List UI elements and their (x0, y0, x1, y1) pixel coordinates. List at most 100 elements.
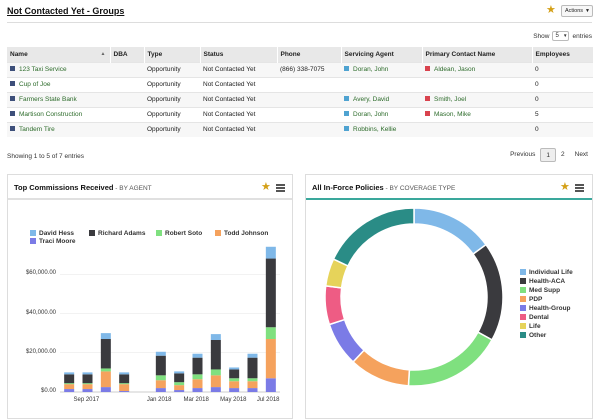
donut-slice[interactable] (328, 318, 366, 363)
bar-segment[interactable] (229, 381, 240, 389)
table-row[interactable]: 123 Taxi Service Opportunity Not Contacted… (7, 61, 593, 77)
legend-entry[interactable]: Health-Group (520, 305, 571, 312)
column-header-phone[interactable]: Phone (277, 47, 342, 62)
donut-slice[interactable] (352, 349, 411, 387)
page-button-2[interactable]: 2 (561, 151, 565, 158)
bar-segment[interactable] (174, 390, 185, 392)
legend-entry[interactable]: Dental (520, 314, 549, 321)
column-header-dba[interactable]: DBA (110, 47, 145, 62)
bar-segment[interactable] (265, 378, 276, 392)
bar-segment[interactable] (155, 355, 166, 376)
bar-segment[interactable] (247, 388, 258, 392)
name-link[interactable]: Martison Construction (19, 111, 83, 118)
table-row[interactable]: Martison Construction Opportunity Not Cont… (7, 106, 593, 122)
bar-segment[interactable] (82, 384, 93, 390)
bar-segment[interactable] (265, 258, 276, 328)
bar-segment[interactable] (192, 388, 203, 392)
bar-segment[interactable] (247, 357, 258, 379)
contact-link[interactable]: Aldean, Jason (434, 66, 476, 73)
page-length-select[interactable]: 5 ▼ (552, 31, 570, 41)
hamburger-menu-icon[interactable] (276, 184, 285, 192)
bar-segment[interactable] (82, 383, 93, 385)
bar-segment[interactable] (155, 380, 166, 389)
bar-segment[interactable] (210, 369, 221, 376)
column-header-name[interactable]: Name ▲ (7, 47, 111, 62)
bar-segment[interactable] (82, 374, 93, 384)
bar-segment[interactable] (229, 388, 240, 392)
legend-entry[interactable]: Individual Life (520, 269, 573, 276)
column-header-servicing-agent[interactable]: Servicing Agent (341, 47, 423, 62)
legend-entry[interactable]: Health-ACA (520, 278, 565, 285)
previous-page-button[interactable]: Previous (510, 151, 536, 158)
favorite-star-icon[interactable]: ★ (560, 181, 570, 193)
column-header-status[interactable]: Status (200, 47, 278, 62)
next-page-button[interactable]: Next (574, 151, 588, 158)
bar-segment[interactable] (82, 389, 93, 392)
contact-link[interactable]: Mason, Mike (434, 111, 471, 118)
bar-segment[interactable] (229, 369, 240, 379)
favorite-star-icon[interactable]: ★ (546, 4, 556, 16)
bar-segment[interactable] (174, 373, 185, 383)
donut-slice[interactable] (407, 331, 494, 387)
column-header-employees[interactable]: Employees (532, 47, 594, 62)
donut-slice[interactable] (472, 243, 504, 341)
agent-link[interactable]: Avery, David (353, 96, 390, 103)
bar-segment[interactable] (119, 372, 130, 375)
bar-segment[interactable] (192, 357, 203, 375)
bar-segment[interactable] (100, 339, 111, 369)
legend-entry[interactable]: Todd Johnson (215, 230, 268, 237)
legend-entry[interactable]: Richard Adams (89, 230, 145, 237)
bar-segment[interactable] (192, 379, 203, 389)
bar-segment[interactable] (265, 327, 276, 340)
name-link[interactable]: Cup of Joe (19, 81, 51, 88)
name-link[interactable]: Tandem Tire (19, 126, 55, 134)
bar-segment[interactable] (64, 383, 75, 385)
bar-segment[interactable] (247, 381, 258, 389)
bar-segment[interactable] (119, 383, 130, 385)
bar-segment[interactable] (155, 388, 166, 392)
bar-segment[interactable] (64, 372, 75, 375)
legend-entry[interactable]: David Hess (30, 230, 74, 237)
bar-segment[interactable] (155, 351, 166, 356)
bar-segment[interactable] (64, 389, 75, 392)
legend-entry[interactable]: Other (520, 332, 546, 339)
bar-segment[interactable] (64, 384, 75, 390)
bar-segment[interactable] (119, 384, 130, 392)
name-link[interactable]: Farmers State Bank (19, 96, 77, 103)
legend-entry[interactable]: Life (520, 323, 541, 330)
column-header-primary-contact-name[interactable]: Primary Contact Name (422, 47, 533, 62)
table-row[interactable]: Cup of Joe Opportunity Not Contacted Yet 0 (7, 76, 593, 92)
contact-link[interactable]: Smith, Joel (434, 96, 467, 103)
bar-segment[interactable] (155, 375, 166, 381)
bar-segment[interactable] (119, 391, 130, 392)
bar-segment[interactable] (100, 333, 111, 340)
legend-entry[interactable]: Robert Soto (156, 230, 202, 237)
bar-segment[interactable] (192, 353, 203, 358)
page-button-1[interactable]: 1 (540, 148, 556, 162)
bar-segment[interactable] (265, 339, 276, 379)
bar-segment[interactable] (64, 374, 75, 384)
bar-segment[interactable] (174, 382, 185, 386)
bar-segment[interactable] (247, 353, 258, 358)
bar-segment[interactable] (174, 385, 185, 391)
bar-segment[interactable] (119, 374, 130, 384)
name-link[interactable]: 123 Taxi Service (19, 66, 67, 73)
table-row[interactable]: Tandem Tire Opportunity Not Contacted Yet R… (7, 121, 593, 137)
bar-segment[interactable] (210, 375, 221, 388)
actions-dropdown-button[interactable]: Actions ▼ (561, 5, 593, 17)
bar-segment[interactable] (229, 378, 240, 382)
bar-segment[interactable] (100, 368, 111, 372)
agent-link[interactable]: Doran, John (353, 66, 389, 73)
bar-segment[interactable] (174, 371, 185, 374)
bar-segment[interactable] (229, 367, 240, 370)
sort-ascending-icon[interactable]: ▲ (100, 51, 106, 57)
donut-slice[interactable] (324, 285, 346, 326)
legend-entry[interactable]: Med Supp (520, 287, 560, 294)
bar-segment[interactable] (210, 334, 221, 340)
legend-entry[interactable]: Traci Moore (30, 238, 75, 245)
bar-segment[interactable] (100, 371, 111, 388)
bar-segment[interactable] (210, 387, 221, 392)
bar-segment[interactable] (265, 246, 276, 259)
bar-segment[interactable] (210, 339, 221, 370)
hamburger-menu-icon[interactable] (575, 184, 584, 192)
